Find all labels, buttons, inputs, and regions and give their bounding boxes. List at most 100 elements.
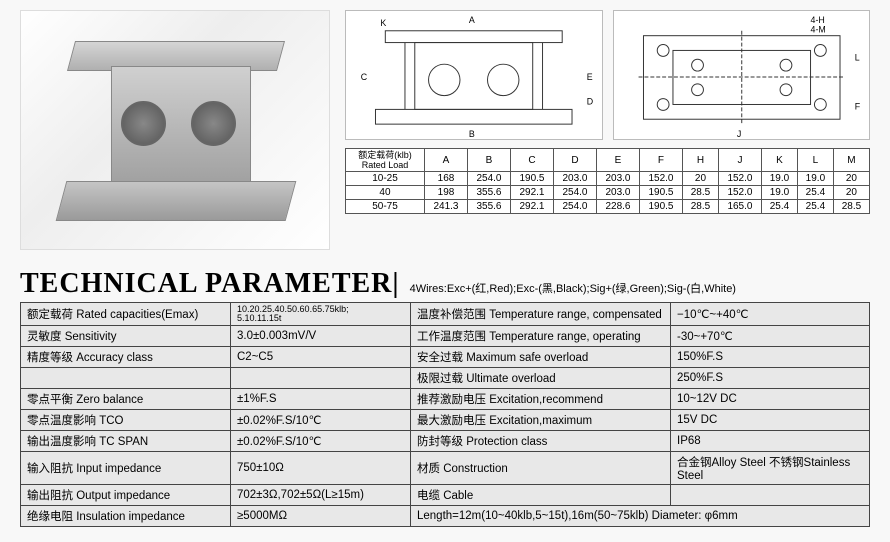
dim-cell: 190.5 [639, 186, 682, 200]
svg-text:A: A [469, 15, 475, 25]
param-cable-spec: Length=12m(10~40klb,5~15t),16m(50~75klb)… [411, 506, 870, 527]
param-value: −10℃~+40℃ [671, 303, 870, 326]
param-label: 电缆 Cable [411, 485, 671, 506]
dim-cell: 198 [424, 186, 467, 200]
param-row: 精度等级 Accuracy classC2~C5安全过载 Maximum saf… [21, 347, 870, 368]
product-photo [20, 10, 330, 250]
diagrams-area: K A B C E D [330, 10, 870, 260]
dim-cell: 28.5 [682, 186, 718, 200]
dim-header-rated: 额定载荷(klb)Rated Load [346, 149, 425, 172]
svg-text:D: D [587, 96, 593, 106]
param-label: 输入阻抗 Input impedance [21, 452, 231, 485]
param-label: 输出温度影响 TC SPAN [21, 431, 231, 452]
param-label: 工作温度范围 Temperature range, operating [411, 326, 671, 347]
dim-cell: 190.5 [510, 172, 553, 186]
param-row: 输出温度影响 TC SPAN±0.02%F.S/10℃防封等级 Protecti… [21, 431, 870, 452]
front-view-drawing: K A B C E D [345, 10, 603, 140]
param-row: 极限过载 Ultimate overload250%F.S [21, 368, 870, 389]
parameter-table: 额定载荷 Rated capacities(Emax)10.20.25.40.5… [20, 302, 870, 527]
param-value: C2~C5 [231, 347, 411, 368]
dim-col-header: M [833, 149, 869, 172]
param-value [671, 485, 870, 506]
dim-col-header: J [718, 149, 761, 172]
dim-cell: 152.0 [639, 172, 682, 186]
top-section: K A B C E D [0, 0, 890, 260]
param-value: IP68 [671, 431, 870, 452]
svg-text:F: F [854, 101, 860, 111]
dim-cell: 228.6 [596, 200, 639, 214]
wires-legend: 4Wires:Exc+(红,Red);Exc-(黑,Black);Sig+(绿,… [410, 280, 736, 296]
param-label: 灵敏度 Sensitivity [21, 326, 231, 347]
dim-row: 10-25168254.0190.5203.0203.0152.020152.0… [346, 172, 870, 186]
param-value: 合金钢Alloy Steel 不锈钢Stainless Steel [671, 452, 870, 485]
dimensions-table: 额定载荷(klb)Rated LoadABCDEFHJKLM 10-251682… [345, 148, 870, 214]
dim-cell: 25.4 [797, 186, 833, 200]
param-value: 3.0±0.003mV/V [231, 326, 411, 347]
svg-text:C: C [361, 72, 368, 82]
dim-col-header: L [797, 149, 833, 172]
param-value: 702±3Ω,702±5Ω(L≥15m) [231, 485, 411, 506]
dim-col-header: K [761, 149, 797, 172]
dim-cell: 25.4 [761, 200, 797, 214]
dim-cell: 10-25 [346, 172, 425, 186]
dim-cell: 20 [682, 172, 718, 186]
param-label: 最大激励电压 Excitation,maximum [411, 410, 671, 431]
dim-cell: 19.0 [761, 186, 797, 200]
dim-cell: 20 [833, 186, 869, 200]
param-value: ≥5000MΩ [231, 506, 411, 527]
param-label: 推荐激励电压 Excitation,recommend [411, 389, 671, 410]
param-label: 零点平衡 Zero balance [21, 389, 231, 410]
param-row: 输出阻抗 Output impedance702±3Ω,702±5Ω(L≥15m… [21, 485, 870, 506]
dim-cell: 355.6 [467, 186, 510, 200]
dim-row: 40198355.6292.1254.0203.0190.528.5152.01… [346, 186, 870, 200]
dim-cell: 355.6 [467, 200, 510, 214]
param-row: 输入阻抗 Input impedance750±10Ω材质 Constructi… [21, 452, 870, 485]
dim-col-header: D [553, 149, 596, 172]
dim-cell: 40 [346, 186, 425, 200]
param-label: 防封等级 Protection class [411, 431, 671, 452]
param-value: 150%F.S [671, 347, 870, 368]
dim-cell: 203.0 [596, 186, 639, 200]
dim-cell: 19.0 [797, 172, 833, 186]
param-row: 额定载荷 Rated capacities(Emax)10.20.25.40.5… [21, 303, 870, 326]
dim-cell: 28.5 [682, 200, 718, 214]
dim-cell: 152.0 [718, 186, 761, 200]
param-value: 750±10Ω [231, 452, 411, 485]
dim-cell: 254.0 [553, 200, 596, 214]
dim-cell: 203.0 [596, 172, 639, 186]
param-row: 零点温度影响 TCO±0.02%F.S/10℃最大激励电压 Excitation… [21, 410, 870, 431]
dim-cell: 292.1 [510, 200, 553, 214]
param-value [231, 368, 411, 389]
param-label: 温度补偿范围 Temperature range, compensated [411, 303, 671, 326]
svg-text:4-M: 4-M [810, 25, 825, 35]
param-value: 15V DC [671, 410, 870, 431]
dim-cell: 28.5 [833, 200, 869, 214]
param-row: 零点平衡 Zero balance±1%F.S推荐激励电压 Excitation… [21, 389, 870, 410]
param-value: ±1%F.S [231, 389, 411, 410]
param-label: 精度等级 Accuracy class [21, 347, 231, 368]
param-label: 额定载荷 Rated capacities(Emax) [21, 303, 231, 326]
svg-text:B: B [469, 129, 475, 139]
svg-text:4-H: 4-H [810, 15, 824, 25]
dim-cell: 165.0 [718, 200, 761, 214]
dim-cell: 241.3 [424, 200, 467, 214]
dim-cell: 190.5 [639, 200, 682, 214]
dim-cell: 19.0 [761, 172, 797, 186]
dim-cell: 203.0 [553, 172, 596, 186]
param-value: 250%F.S [671, 368, 870, 389]
dim-col-header: F [639, 149, 682, 172]
svg-text:L: L [854, 52, 859, 62]
dim-row: 50-75241.3355.6292.1254.0228.6190.528.51… [346, 200, 870, 214]
param-label: 安全过载 Maximum safe overload [411, 347, 671, 368]
dim-col-header: A [424, 149, 467, 172]
param-value: -30~+70℃ [671, 326, 870, 347]
param-row: 绝缘电阻 Insulation impedance≥5000MΩLength=1… [21, 506, 870, 527]
dim-cell: 168 [424, 172, 467, 186]
svg-text:J: J [736, 129, 740, 139]
dim-cell: 152.0 [718, 172, 761, 186]
param-label: 材质 Construction [411, 452, 671, 485]
dim-cell: 292.1 [510, 186, 553, 200]
param-value: ±0.02%F.S/10℃ [231, 431, 411, 452]
param-label: 零点温度影响 TCO [21, 410, 231, 431]
page-title: TECHNICAL PARAMETER| [20, 268, 400, 300]
